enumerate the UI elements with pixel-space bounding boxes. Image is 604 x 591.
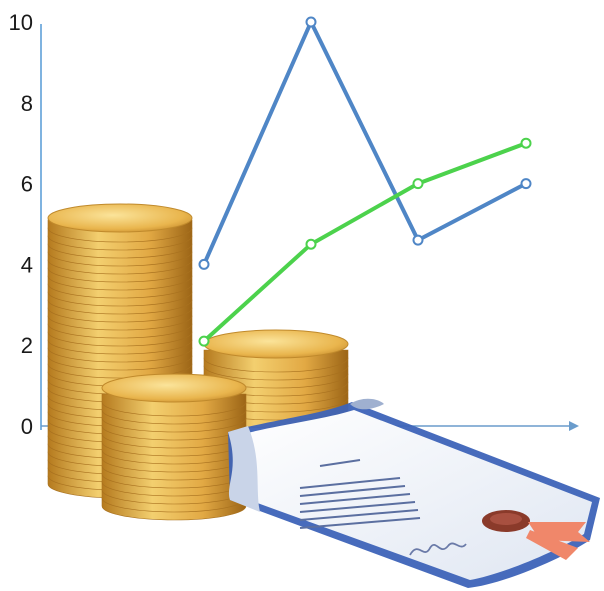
- y-tick-label: 6: [21, 172, 33, 197]
- data-point: [520, 178, 532, 190]
- data-point: [520, 137, 532, 149]
- data-point: [305, 16, 317, 28]
- data-point: [198, 258, 210, 270]
- signature-icon: [409, 542, 467, 556]
- document-text-lines: [299, 459, 421, 529]
- contract-document-illustration: [228, 398, 600, 588]
- ribbon-icon: [526, 522, 590, 560]
- data-point: [198, 335, 210, 347]
- series-line: [202, 17, 527, 266]
- y-tick-label: 10: [9, 10, 33, 35]
- y-tick-label: 4: [21, 252, 33, 277]
- x-axis-arrow-icon: [569, 421, 579, 431]
- data-series: [198, 16, 532, 347]
- data-point: [412, 234, 424, 246]
- y-tick-label: 2: [21, 333, 33, 358]
- data-point: [412, 178, 424, 190]
- y-tick-label: 0: [21, 414, 33, 439]
- y-tick-labels: 0 2 4 6 8 10: [9, 10, 33, 439]
- coin-stack: [101, 373, 247, 521]
- y-tick-label: 8: [21, 91, 33, 116]
- series-line: [202, 141, 527, 343]
- data-point: [305, 238, 317, 250]
- coin-stacks-illustration: [47, 203, 349, 521]
